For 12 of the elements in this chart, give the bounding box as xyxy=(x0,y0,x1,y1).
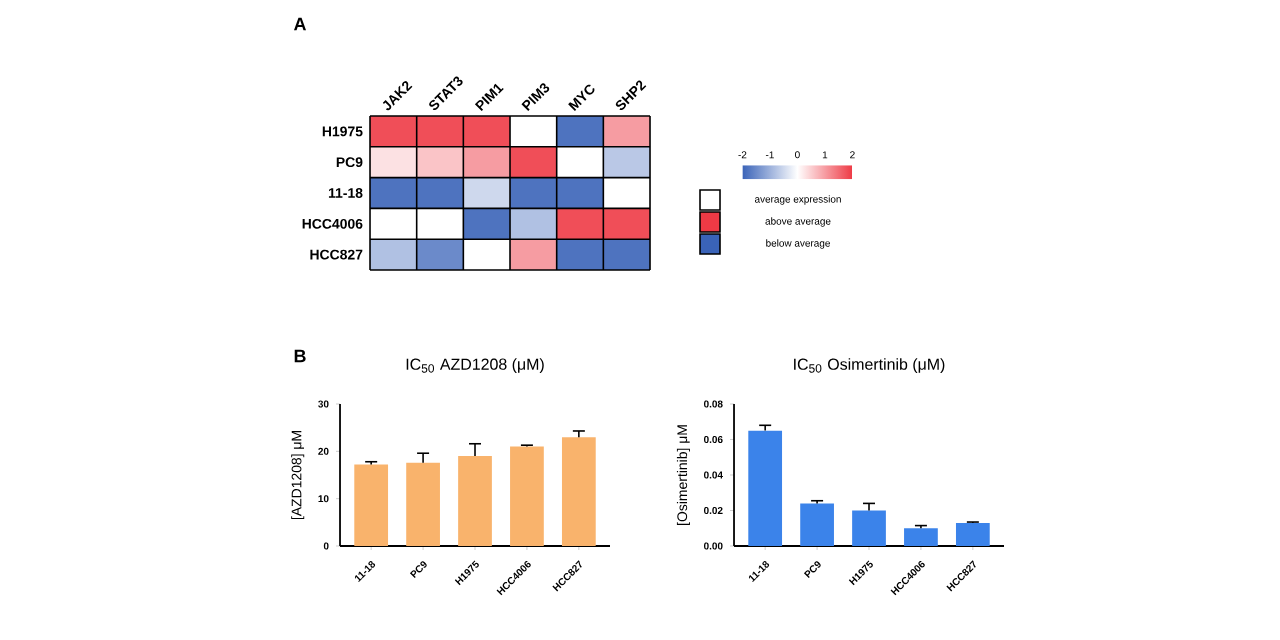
bar xyxy=(904,528,938,546)
bar xyxy=(406,462,440,546)
bar xyxy=(458,456,492,546)
bar xyxy=(800,503,834,546)
text: A xyxy=(293,17,306,31)
bar xyxy=(561,437,596,546)
bar xyxy=(354,464,389,546)
bar xyxy=(955,522,990,546)
bar xyxy=(852,510,886,546)
bar xyxy=(510,446,544,546)
text: B xyxy=(294,349,306,363)
bar xyxy=(748,430,783,546)
